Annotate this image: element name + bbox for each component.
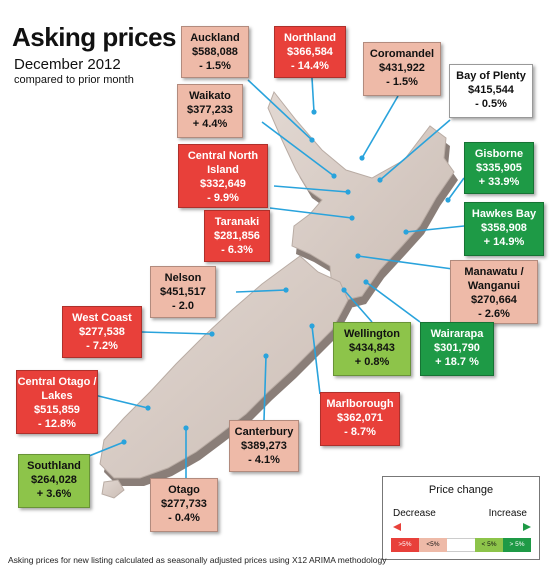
region-change: - 9.9% <box>207 192 239 204</box>
legend-swatch-increase: < 5% <box>475 538 503 552</box>
region-wairarapa: Wairarapa $301,790 + 18.7 % <box>420 322 494 376</box>
region-price: $281,856 <box>214 230 260 242</box>
region-name: West Coast <box>72 312 132 324</box>
region-change: - 0.5% <box>475 98 507 110</box>
footnote: Asking prices for new listing calculated… <box>8 555 387 565</box>
south-island <box>99 255 349 479</box>
region-northland: Northland $366,584 - 14.4% <box>274 26 346 78</box>
region-price: $332,649 <box>200 178 246 190</box>
page-subtitle: December 2012 <box>14 56 121 73</box>
region-change: - 0.4% <box>168 512 200 524</box>
region-name: Otago <box>168 484 200 496</box>
legend-swatch-decrease: <5% <box>419 538 447 552</box>
region-coromandel: Coromandel $431,922 - 1.5% <box>363 42 441 96</box>
region-name: Coromandel <box>369 48 435 60</box>
stewart-island <box>101 479 125 499</box>
region-change: - 6.3% <box>221 244 253 256</box>
region-price: $515,859 <box>34 404 80 416</box>
region-change: - 2.6% <box>478 308 510 320</box>
region-change: - 1.5% <box>386 76 418 88</box>
region-name: Northland <box>284 32 336 44</box>
region-price: $431,922 <box>379 62 425 74</box>
region-change: + 0.8% <box>354 356 390 368</box>
region-price: $301,790 <box>434 342 480 354</box>
region-central-north-island: Central North Island $332,649 - 9.9% <box>178 144 268 208</box>
region-price: $366,584 <box>287 46 333 58</box>
region-price: $588,088 <box>192 46 238 58</box>
region-name: Manawatu / Wanganui <box>464 266 524 292</box>
region-name: Canterbury <box>234 426 294 438</box>
page-note: compared to prior month <box>14 74 134 86</box>
region-manawatu-wanganui: Manawatu / Wanganui $270,664 - 2.6% <box>450 260 538 324</box>
region-change: + 18.7 % <box>435 356 479 368</box>
legend-decrease-label: Decrease <box>393 508 436 519</box>
region-change: + 33.9% <box>478 176 520 188</box>
region-name: Waikato <box>189 90 231 102</box>
region-price: $270,664 <box>471 294 517 306</box>
region-change: + 4.4% <box>192 118 228 130</box>
region-change: - 1.5% <box>199 60 231 72</box>
region-hawkes-bay: Hawkes Bay $358,908 + 14.9% <box>464 202 544 256</box>
legend-swatch-strong-decrease: >5% <box>391 538 419 552</box>
region-price: $415,544 <box>468 84 514 96</box>
region-bay-of-plenty: Bay of Plenty $415,544 - 0.5% <box>449 64 533 118</box>
region-price: $264,028 <box>31 474 77 486</box>
region-price: $277,538 <box>79 326 125 338</box>
region-price: $277,733 <box>161 498 207 510</box>
region-name: Southland <box>27 460 81 472</box>
region-name: Central North Island <box>187 150 259 176</box>
page-title: Asking prices <box>12 22 177 52</box>
legend-arrow-icon <box>393 523 531 531</box>
legend-increase-label: Increase <box>488 508 527 519</box>
region-price: $362,071 <box>337 412 383 424</box>
region-price: $434,843 <box>349 342 395 354</box>
region-price: $358,908 <box>481 222 527 234</box>
region-southland: Southland $264,028 + 3.6% <box>18 454 90 508</box>
region-marlborough: Marlborough $362,071 - 8.7% <box>320 392 400 446</box>
region-name: Gisborne <box>474 148 524 160</box>
region-canterbury: Canterbury $389,273 - 4.1% <box>229 420 299 472</box>
region-change: - 14.4% <box>291 60 329 72</box>
region-change: - 4.1% <box>248 454 280 466</box>
region-price: $389,273 <box>241 440 287 452</box>
north-island <box>267 90 455 301</box>
region-gisborne: Gisborne $335,905 + 33.9% <box>464 142 534 194</box>
region-name: Wairarapa <box>430 328 484 340</box>
region-name: Nelson <box>164 272 202 284</box>
region-otago: Otago $277,733 - 0.4% <box>150 478 218 532</box>
region-nelson: Nelson $451,517 - 2.0 <box>150 266 216 318</box>
region-change: - 8.7% <box>344 426 376 438</box>
region-name: Central Otago / Lakes <box>17 376 97 402</box>
region-price: $335,905 <box>476 162 522 174</box>
region-name: Bay of Plenty <box>456 70 526 82</box>
region-change: - 12.8% <box>38 418 76 430</box>
region-name: Taranaki <box>214 216 260 228</box>
region-change: + 3.6% <box>36 488 72 500</box>
legend: Price change Decrease Increase >5% <5% <… <box>382 476 540 560</box>
legend-title: Price change <box>428 484 494 496</box>
region-name: Hawkes Bay <box>471 208 537 220</box>
region-price: $377,233 <box>187 104 233 116</box>
region-wellington: Wellington $434,843 + 0.8% <box>333 322 411 376</box>
legend-swatch-strong-increase: > 5% <box>503 538 531 552</box>
region-west-coast: West Coast $277,538 - 7.2% <box>62 306 142 358</box>
region-price: $451,517 <box>160 286 206 298</box>
region-name: Auckland <box>190 32 240 44</box>
region-name: Marlborough <box>326 398 394 410</box>
region-change: - 2.0 <box>171 300 194 312</box>
region-name: Wellington <box>343 328 400 340</box>
region-taranaki: Taranaki $281,856 - 6.3% <box>204 210 270 262</box>
region-change: + 14.9% <box>483 236 525 248</box>
region-change: - 7.2% <box>86 340 118 352</box>
legend-swatch-neutral <box>447 538 475 552</box>
region-auckland: Auckland $588,088 - 1.5% <box>181 26 249 78</box>
region-central-otago-lakes: Central Otago / Lakes $515,859 - 12.8% <box>16 370 98 434</box>
region-waikato: Waikato $377,233 + 4.4% <box>177 84 243 138</box>
